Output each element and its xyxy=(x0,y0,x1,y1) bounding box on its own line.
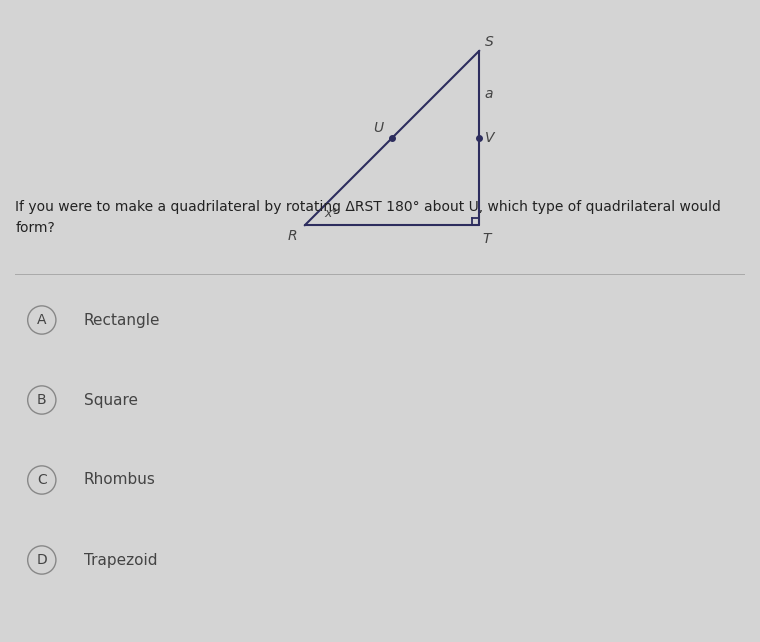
Text: Square: Square xyxy=(84,392,138,408)
Text: C: C xyxy=(37,473,46,487)
Text: T: T xyxy=(483,232,491,247)
Text: S: S xyxy=(485,35,493,49)
Text: If you were to make a quadrilateral by rotating ΔRST 180° about U, which type of: If you were to make a quadrilateral by r… xyxy=(15,200,721,214)
Text: V: V xyxy=(485,131,494,145)
Text: x°: x° xyxy=(324,207,337,220)
Text: B: B xyxy=(37,393,46,407)
Text: A: A xyxy=(37,313,46,327)
Text: Trapezoid: Trapezoid xyxy=(84,553,157,568)
Text: a: a xyxy=(485,87,493,101)
Text: R: R xyxy=(288,229,298,243)
Text: U: U xyxy=(373,121,383,135)
Text: form?: form? xyxy=(15,221,55,235)
Text: Rectangle: Rectangle xyxy=(84,313,160,327)
Text: Rhombus: Rhombus xyxy=(84,473,156,487)
Text: D: D xyxy=(36,553,47,567)
